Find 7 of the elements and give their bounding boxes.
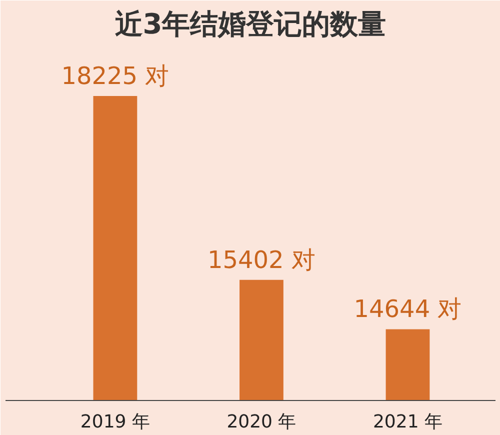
data-label: 15402 对 xyxy=(207,246,316,274)
x-tick-label: 2019 年 xyxy=(80,412,150,432)
data-label: 18225 对 xyxy=(61,62,170,90)
x-tick-label: 2020 年 xyxy=(226,412,296,432)
chart-title: 近3年结婚登记的数量 xyxy=(114,8,386,40)
x-tick-label: 2021 年 xyxy=(372,412,443,432)
data-label: 14644 对 xyxy=(354,295,462,324)
